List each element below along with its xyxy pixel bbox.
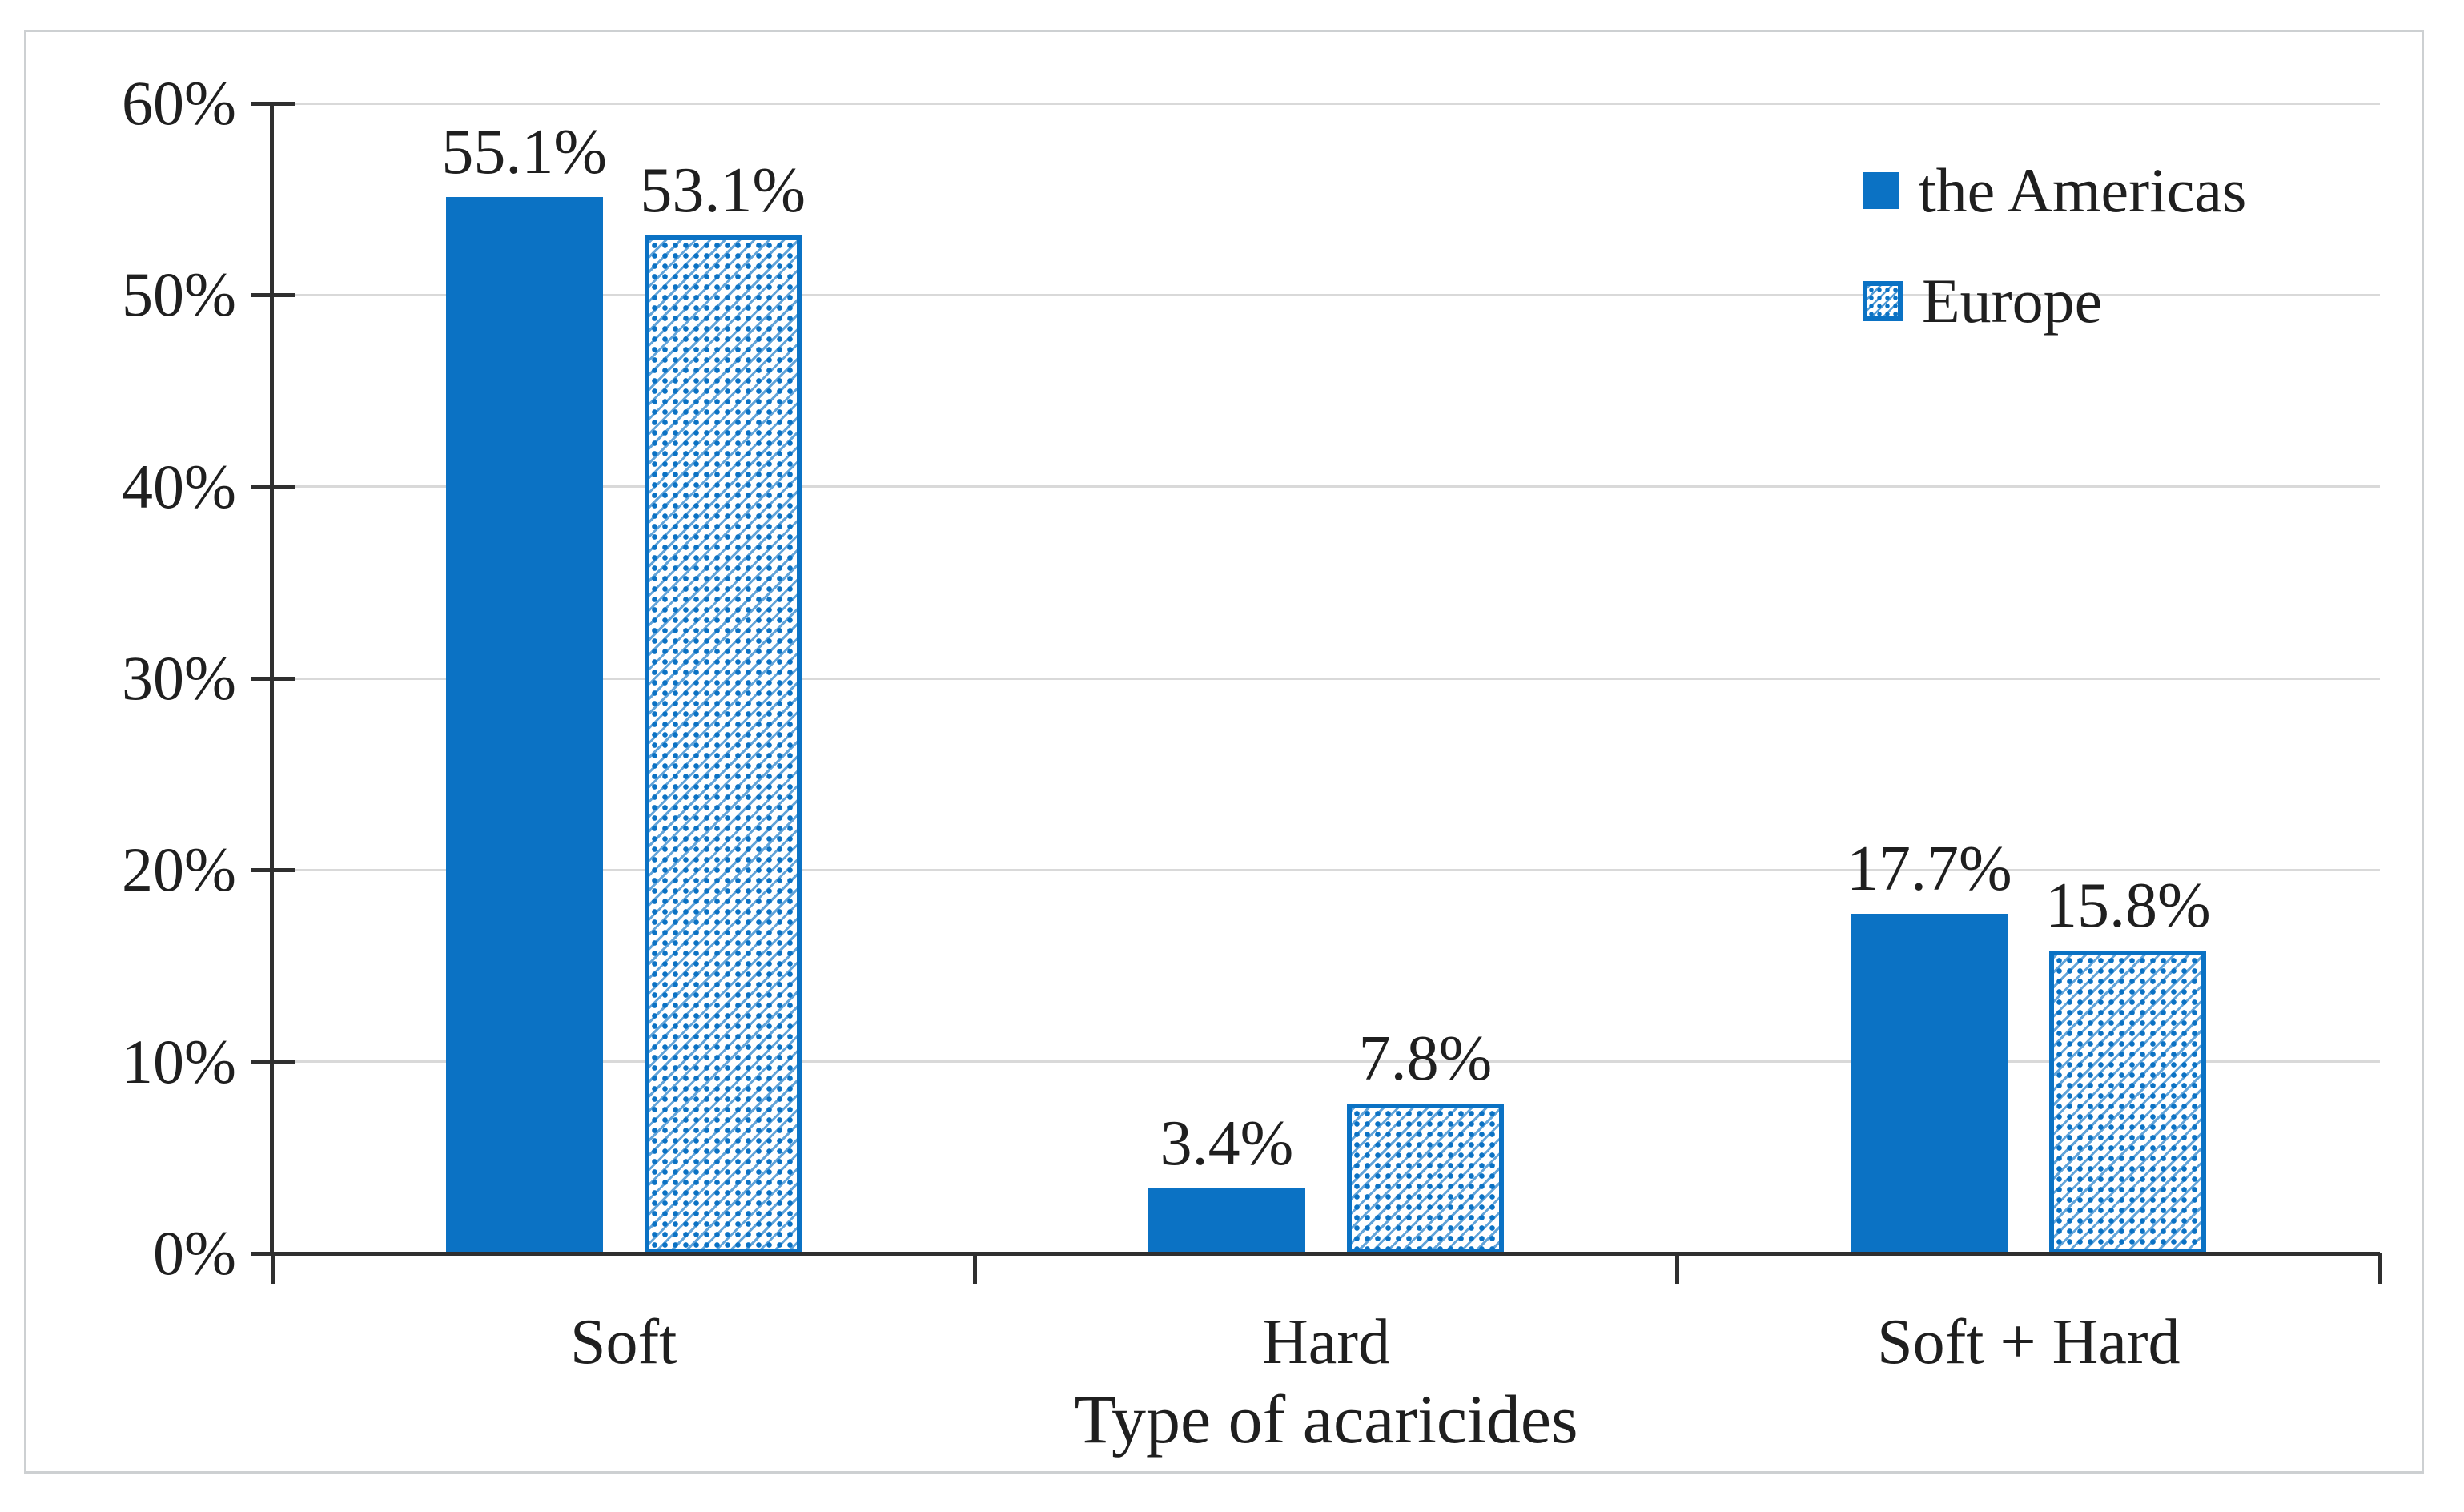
bar-the-americas-soft: [445, 197, 603, 1253]
bar-europe-hard: [1347, 1104, 1504, 1253]
x-tick-mark-2: [1675, 1253, 1680, 1284]
y-tick-label-20: 20%: [122, 834, 236, 905]
legend-item-europe: Europe: [1863, 266, 2246, 336]
gridline-50: [272, 293, 2380, 296]
x-tick-mark-3: [2378, 1253, 2382, 1284]
x-axis-title: Type of acaricides: [1074, 1381, 1578, 1458]
y-tick-label-50: 50%: [122, 259, 236, 330]
y-tick-mark-50: [251, 292, 295, 297]
legend: the Americas Europe: [1863, 155, 2247, 336]
y-tick-mark-10: [251, 1060, 295, 1064]
y-tick-label-60: 60%: [122, 68, 236, 138]
y-tick-mark-20: [251, 867, 295, 872]
category-label-soft: Soft: [569, 1307, 677, 1377]
y-tick-mark-30: [251, 676, 295, 681]
bar-label-europe-soft-hard: 15.8%: [2045, 870, 2211, 941]
gridline-30: [272, 677, 2380, 680]
gridline-40: [272, 485, 2380, 489]
y-tick-mark-40: [251, 485, 295, 489]
bar-europe-soft-hard: [2049, 950, 2207, 1253]
bar-the-americas-hard: [1148, 1188, 1305, 1253]
legend-label-the-americas: the Americas: [1919, 155, 2247, 225]
x-tick-mark-0: [270, 1253, 275, 1284]
bar-label-europe-hard: 7.8%: [1358, 1023, 1493, 1095]
y-tick-label-10: 10%: [122, 1026, 236, 1096]
bar-the-americas-soft-hard: [1851, 914, 2008, 1253]
y-tick-mark-60: [251, 101, 295, 106]
bar-europe-soft: [644, 235, 802, 1253]
legend-item-the-americas: the Americas: [1863, 155, 2247, 225]
bar-label-europe-soft: 53.1%: [640, 155, 806, 227]
legend-swatch-hatched-icon: [1863, 281, 1903, 321]
legend-swatch-solid-icon: [1863, 172, 1899, 209]
category-label-hard: Hard: [1262, 1307, 1390, 1377]
bar-label-the-americas-soft-hard: 17.7%: [1847, 834, 2012, 905]
gridline-10: [272, 1060, 2380, 1064]
plot-area: [251, 101, 2382, 1284]
y-tick-label-30: 30%: [122, 643, 236, 713]
gridline-20: [272, 868, 2380, 871]
bar-label-the-americas-hard: 3.4%: [1160, 1108, 1294, 1179]
x-tick-mark-1: [972, 1253, 977, 1284]
bar-label-the-americas-soft: 55.1%: [441, 117, 607, 188]
y-tick-label-40: 40%: [122, 451, 236, 521]
y-tick-label-0: 0%: [153, 1218, 236, 1288]
gridline-60: [272, 102, 2380, 105]
x-axis-line: [272, 1252, 2380, 1256]
legend-label-europe: Europe: [1922, 266, 2103, 336]
category-label-soft-hard: Soft + Hard: [1877, 1307, 2181, 1377]
